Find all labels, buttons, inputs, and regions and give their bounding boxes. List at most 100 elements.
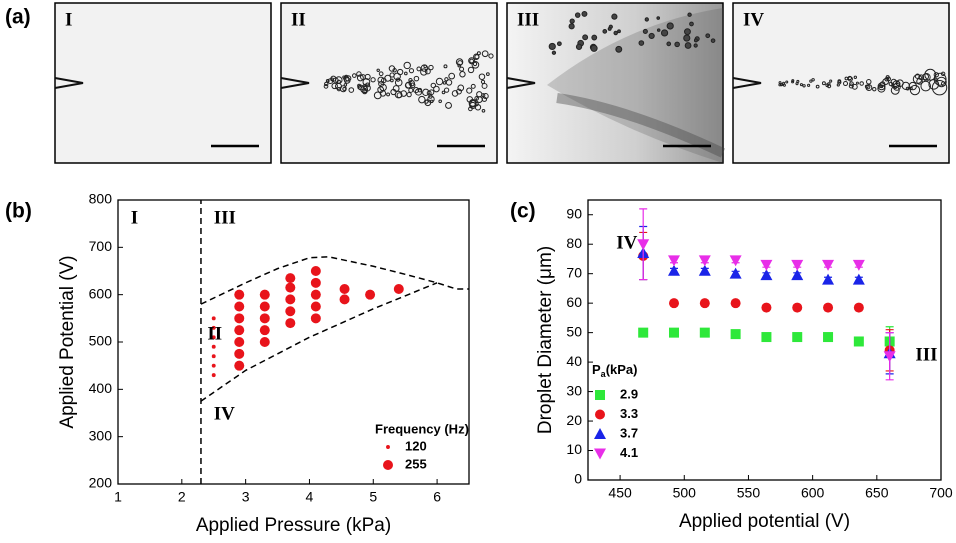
region-label: II: [207, 323, 222, 344]
droplet: [394, 78, 403, 87]
droplet: [482, 93, 489, 100]
droplet: [444, 77, 449, 82]
droplet: [693, 38, 698, 43]
data-point: [822, 259, 835, 271]
droplet: [829, 79, 833, 83]
region-label: I: [131, 207, 138, 228]
droplet: [459, 71, 466, 78]
legend-label: 2.9: [620, 386, 638, 401]
y-tick-label: 800: [89, 191, 113, 207]
droplet: [438, 99, 442, 104]
droplet: [400, 90, 407, 97]
droplet: [390, 88, 397, 96]
data-point: [234, 337, 245, 347]
droplet: [473, 53, 480, 60]
x-tick-label: 500: [673, 485, 697, 501]
data-point: [792, 302, 803, 313]
region-label: IV: [214, 404, 235, 425]
droplet: [443, 64, 448, 69]
image-label: I: [65, 9, 72, 30]
image-label: IV: [743, 9, 764, 30]
data-point: [853, 302, 864, 313]
droplet: [356, 71, 362, 77]
droplet: [684, 28, 691, 36]
droplet: [674, 41, 680, 48]
data-point: [259, 313, 270, 324]
droplet: [656, 16, 661, 20]
legend-title-sub: a: [601, 369, 607, 379]
x-tick-label: 450: [608, 485, 632, 501]
x-tick-label: 550: [737, 485, 761, 501]
x-tick-label: 650: [865, 485, 889, 501]
legend-label: 4.1: [620, 445, 638, 460]
data-point: [310, 313, 321, 324]
droplet: [467, 66, 475, 74]
x-axis-label: Applied potential (V): [679, 511, 850, 532]
droplet: [844, 76, 849, 81]
droplet: [481, 50, 489, 58]
data-point: [211, 335, 216, 340]
droplet: [855, 81, 859, 85]
y-tick-label: 90: [566, 205, 582, 221]
droplet: [472, 61, 478, 67]
droplet: [408, 87, 414, 93]
droplet: [457, 63, 462, 68]
y-tick-label: 40: [566, 353, 582, 369]
x-tick-label: 2: [178, 489, 186, 505]
data-point: [761, 302, 772, 313]
droplet: [404, 71, 408, 76]
droplet: [356, 74, 364, 82]
droplet: [466, 87, 473, 94]
data-point: [852, 259, 865, 271]
x-tick-label: 600: [801, 485, 825, 501]
droplet: [390, 78, 394, 83]
droplet: [476, 96, 483, 103]
data-point: [211, 316, 216, 321]
data-point: [211, 354, 216, 359]
image-frame: [54, 2, 272, 164]
droplet: [441, 90, 446, 95]
spray-cloud: [547, 8, 723, 163]
droplet: [420, 68, 428, 76]
droplet: [807, 83, 811, 87]
legend-title: Frequency (Hz): [375, 421, 469, 436]
droplet: [488, 53, 494, 59]
spray-band: [556, 93, 726, 158]
droplet: [778, 81, 782, 85]
droplet: [474, 101, 479, 107]
data-point: [339, 283, 350, 294]
x-tick-label: 700: [929, 485, 953, 501]
data-point: [211, 363, 216, 368]
droplet: [859, 81, 864, 86]
droplet: [574, 12, 581, 18]
droplet: [602, 29, 608, 34]
droplet: [853, 75, 858, 79]
droplet: [343, 75, 350, 82]
droplet: [936, 76, 947, 88]
y-tick-label: 70: [566, 264, 582, 280]
droplet: [455, 88, 462, 95]
data-point: [822, 273, 835, 285]
droplet: [617, 29, 621, 34]
droplet: [433, 85, 440, 93]
droplet: [403, 61, 411, 70]
droplet: [388, 65, 396, 72]
droplet: [909, 84, 921, 96]
droplet: [418, 95, 426, 104]
droplet: [430, 82, 437, 89]
droplet: [466, 96, 474, 103]
droplet: [478, 73, 486, 80]
data-point: [669, 327, 680, 338]
droplet: [922, 72, 931, 82]
droplet: [782, 81, 786, 85]
y-tick-label: 400: [89, 380, 113, 396]
droplet: [548, 42, 556, 51]
data-point: [699, 298, 710, 309]
y-tick-label: 0: [574, 471, 582, 487]
droplet: [448, 72, 456, 80]
data-point: [729, 267, 742, 279]
plot-frame: [587, 199, 942, 481]
droplet: [607, 26, 612, 31]
droplet: [481, 108, 486, 113]
droplet: [684, 42, 692, 49]
